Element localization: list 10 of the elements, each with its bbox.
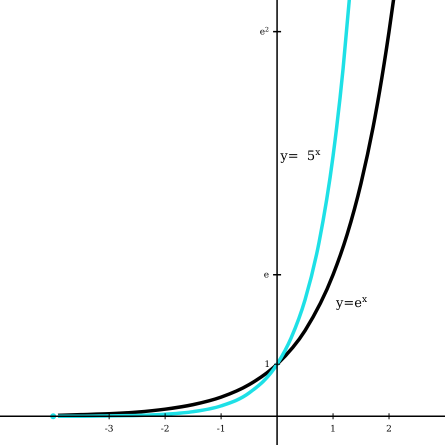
ref-line-label: e$^{2}$ [260,26,270,38]
annotation: 1 [264,360,270,370]
series-label: y= 5$^{x}$ [279,148,322,164]
x-tick-label: -1 [216,424,226,434]
x-tick-label: 1 [330,424,336,434]
ref-line-label: e [264,270,270,281]
x-tick-label: -3 [104,424,114,434]
x-tick-label: 2 [386,424,392,434]
series-label: y=e$^{x}$ [335,295,368,312]
x-tick-label: -2 [160,424,170,434]
